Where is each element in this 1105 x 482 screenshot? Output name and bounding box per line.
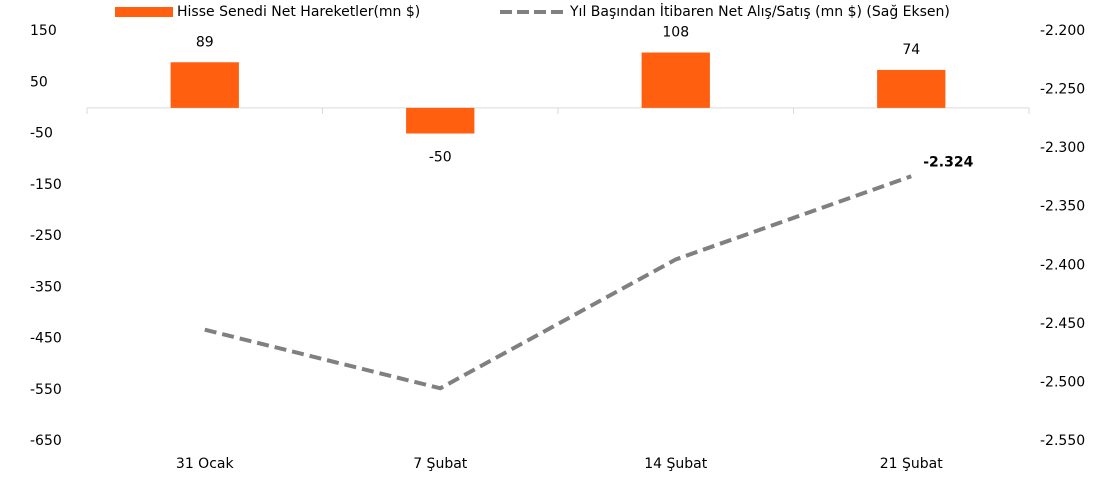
y-tick-label: -50 <box>30 126 53 142</box>
x-tick-label: 7 Şubat <box>413 456 468 472</box>
bar <box>406 107 475 134</box>
legend-label: Yıl Başından İtibaren Net Alış/Satış (mn… <box>569 2 950 20</box>
bar-value-label: 89 <box>196 34 214 50</box>
bar-value-label: 74 <box>902 42 920 58</box>
y2-tick-label: -2.350 <box>1040 199 1085 215</box>
y-tick-label: -650 <box>30 433 62 449</box>
y-tick-label: 50 <box>30 74 48 90</box>
y-tick-label: -150 <box>30 177 62 193</box>
bar <box>641 52 710 108</box>
line-value-label: -2.324 <box>923 154 973 170</box>
y-tick-label: -250 <box>30 228 62 244</box>
y2-tick-label: -2.550 <box>1040 433 1085 449</box>
y-tick-label: -550 <box>30 382 62 398</box>
y2-tick-label: -2.450 <box>1040 316 1085 332</box>
bar <box>170 62 239 108</box>
legend-label: Hisse Senedi Net Hareketler(mn $) <box>177 4 420 20</box>
y2-tick-label: -2.250 <box>1040 82 1085 98</box>
y2-tick-label: -2.300 <box>1040 140 1085 156</box>
y-tick-label: 150 <box>30 23 57 39</box>
bar-value-label: -50 <box>429 150 452 166</box>
y-tick-label: -350 <box>30 279 62 295</box>
line-series <box>204 174 912 391</box>
x-tick-label: 31 Ocak <box>176 456 235 472</box>
bar <box>877 69 946 108</box>
x-tick-label: 21 Şubat <box>880 456 943 472</box>
bar-value-label: 108 <box>662 25 689 41</box>
x-tick-label: 14 Şubat <box>644 456 707 472</box>
y2-tick-label: -2.500 <box>1040 374 1085 390</box>
legend-swatch <box>115 7 173 17</box>
y-tick-label: -450 <box>30 331 62 347</box>
y2-tick-label: -2.400 <box>1040 257 1085 273</box>
y2-tick-label: -2.200 <box>1040 23 1085 39</box>
